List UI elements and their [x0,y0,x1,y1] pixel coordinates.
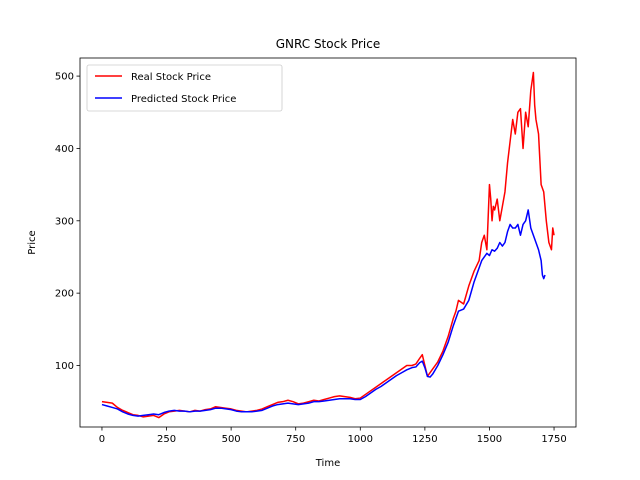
x-tick-label: 250 [157,434,176,445]
x-tick-label: 750 [286,434,305,445]
legend-label: Real Stock Price [131,72,211,83]
x-tick-label: 1000 [348,434,373,445]
x-tick-label: 1250 [412,434,437,445]
y-tick-label: 100 [55,361,74,372]
y-axis-label: Price [27,230,38,254]
x-tick-label: 1750 [541,434,566,445]
x-tick-label: 0 [99,434,105,445]
y-axis-ticks: 100 200 300 400 500 [55,72,80,372]
legend: Real Stock Price Predicted Stock Price [86,64,283,112]
legend-box [86,64,283,112]
y-tick-label: 400 [55,144,74,155]
legend-label: Predicted Stock Price [131,94,236,105]
x-axis-label: Time [315,458,340,469]
x-tick-label: 500 [222,434,241,445]
plot-area [101,71,555,419]
series-line-predicted [101,209,546,417]
y-tick-label: 500 [55,72,74,83]
y-tick-label: 300 [55,216,74,227]
y-tick-label: 200 [55,289,74,300]
chart-title: GNRC Stock Price [276,37,381,51]
series-line-real [101,71,555,419]
axes-frame [79,57,577,428]
x-axis-ticks: 0 250 500 750 1000 1250 1500 1750 [99,427,567,445]
x-tick-label: 1500 [477,434,502,445]
